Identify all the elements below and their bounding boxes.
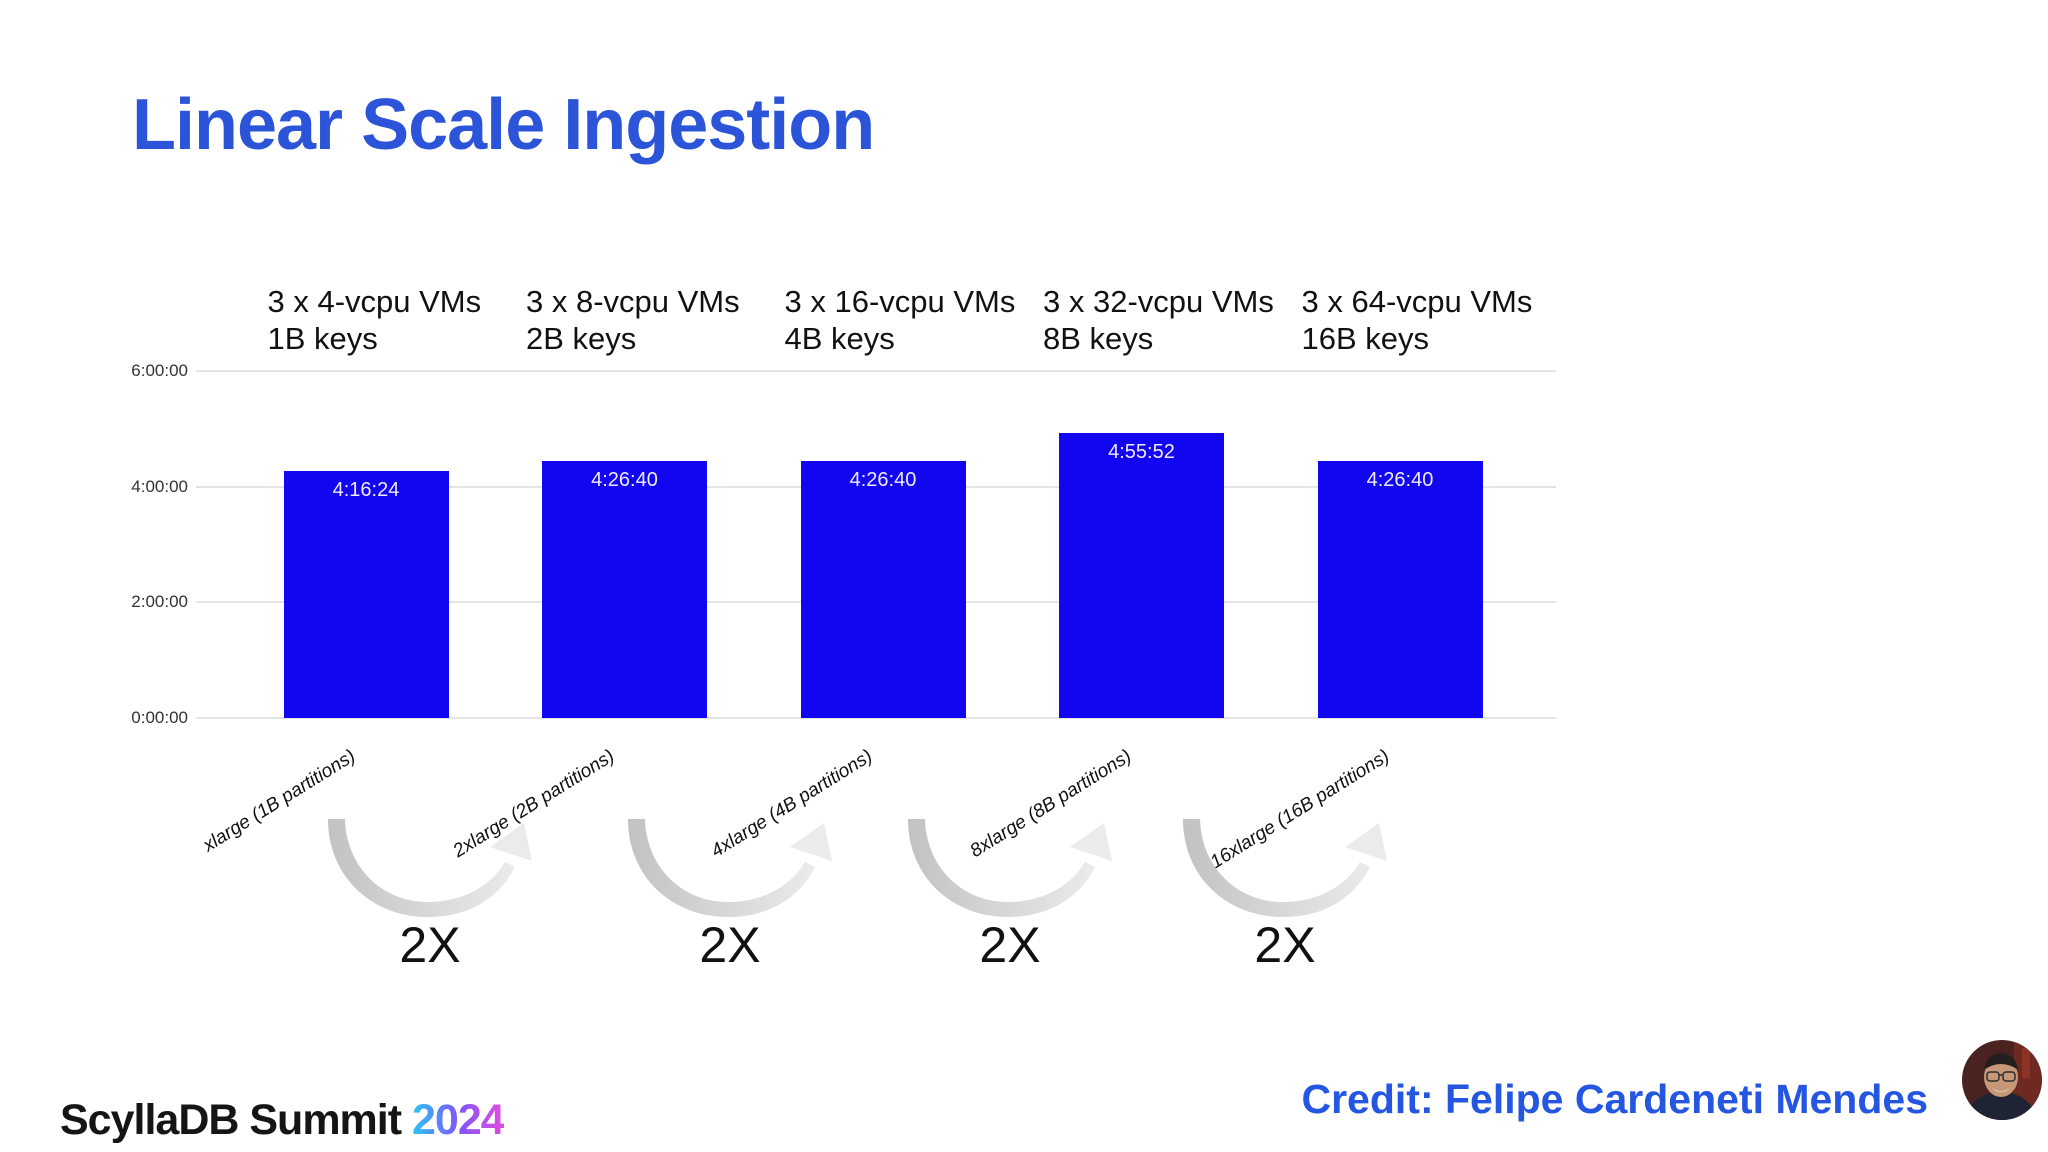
column-header-line2: 4B keys (784, 321, 895, 356)
scale-factor-label: 2X (399, 917, 461, 973)
column-header: 3 x 4-vcpu VMs 1B keys (268, 283, 482, 357)
speaker-avatar (1962, 1040, 2042, 1120)
scylladb-summit-logo: ScyllaDB Summit 2024 (60, 1096, 505, 1145)
y-axis-tick-label: 2:00:00 (131, 592, 188, 612)
y-axis-tick-label: 4:00:00 (131, 476, 188, 496)
bar: 4:26:40 (800, 460, 966, 718)
bar-value-label: 4:26:40 (849, 468, 917, 491)
column-header: 3 x 32-vcpu VMs 8B keys (1043, 283, 1274, 357)
scale-factor-label: 2X (979, 917, 1041, 973)
bar-value-label: 4:16:24 (332, 478, 400, 501)
bar: 4:55:52 (1059, 432, 1224, 718)
y-axis-tick-label: 6:00:00 (131, 361, 188, 380)
bar: 4:16:24 (283, 470, 449, 718)
bar-value-label: 4:26:40 (1366, 468, 1434, 491)
column-header-line1: 3 x 16-vcpu VMs (784, 284, 1016, 319)
column-header-line2: 1B keys (267, 321, 378, 356)
column-header-line1: 3 x 64-vcpu VMs (1301, 284, 1533, 319)
scale-factor-label: 2X (699, 917, 761, 973)
column-header: 3 x 16-vcpu VMs 4B keys (785, 283, 1016, 357)
logo-year: 2024 (412, 1096, 505, 1144)
column-header: 3 x 8-vcpu VMs 2B keys (526, 283, 740, 357)
column-header-line1: 3 x 4-vcpu VMs (267, 284, 482, 319)
y-axis-tick-label: 0:00:00 (131, 708, 188, 727)
column-header-line1: 3 x 8-vcpu VMs (526, 284, 740, 319)
column-header-line2: 2B keys (526, 321, 637, 356)
double-arrow-icon (628, 819, 832, 917)
scale-factor-label: 2X (1254, 917, 1316, 973)
bar: 4:26:40 (1317, 460, 1483, 718)
column-header-line2: 8B keys (1043, 321, 1154, 356)
column-header: 3 x 64-vcpu VMs 16B keys (1302, 283, 1533, 357)
credit-label: Credit: Felipe Cardeneti Mendes (1301, 1076, 1928, 1122)
bar: 4:26:40 (542, 460, 707, 718)
bar-value-label: 4:55:52 (1108, 440, 1175, 463)
logo-brand: ScyllaDB Summit (60, 1096, 402, 1144)
speaker-photo-graphic (1962, 1040, 2042, 1120)
slide-title: Linear Scale Ingestion (132, 85, 875, 165)
gridline (196, 370, 1556, 372)
double-arrow-icon (908, 819, 1112, 917)
double-arrow-icon (1183, 819, 1387, 917)
bar-value-label: 4:26:40 (591, 468, 658, 491)
column-header-line1: 3 x 32-vcpu VMs (1043, 284, 1274, 319)
column-header-line2: 16B keys (1301, 321, 1430, 356)
gridline (196, 717, 1556, 719)
double-arrow-icon (328, 819, 532, 917)
